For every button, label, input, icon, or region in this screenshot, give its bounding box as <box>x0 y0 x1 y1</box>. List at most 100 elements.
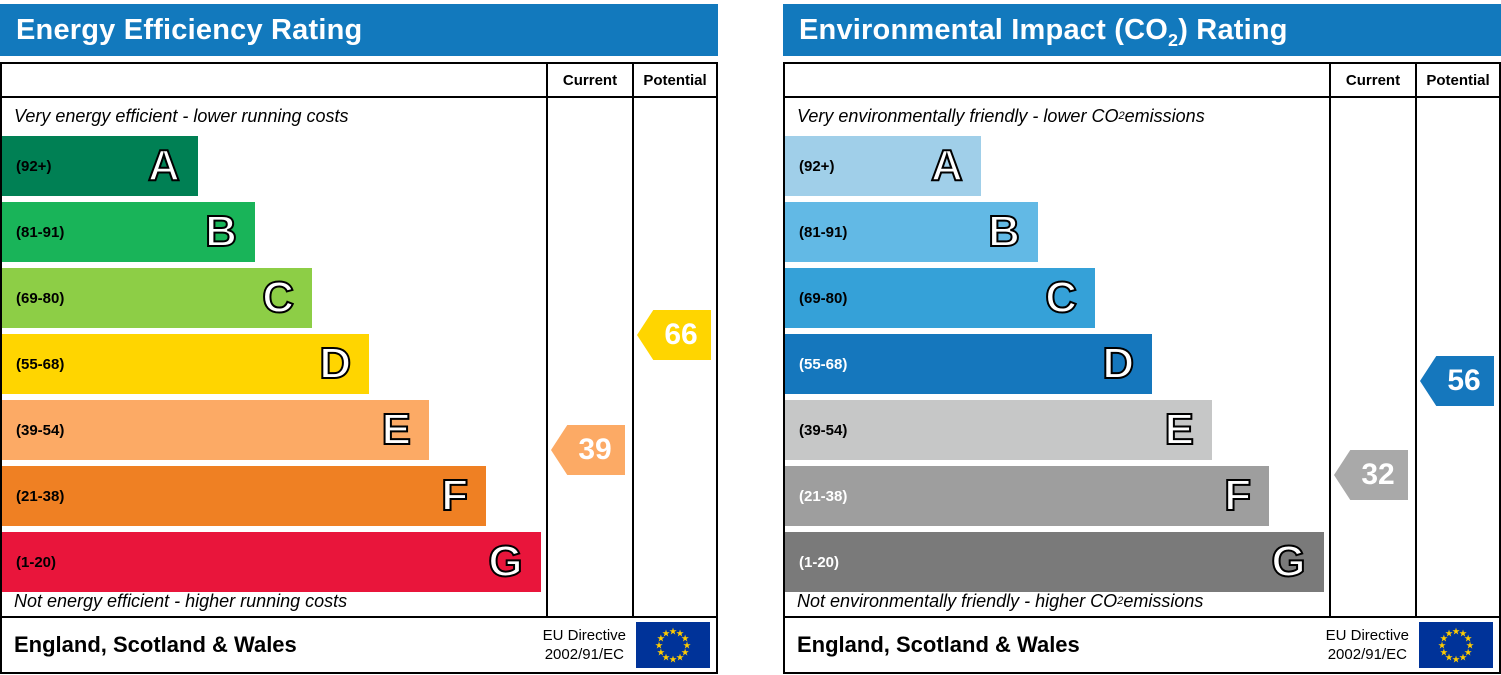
band-row-d: (55-68) D <box>785 334 1329 398</box>
svg-text:★: ★ <box>657 647 666 658</box>
potential-column: 66 <box>632 98 716 616</box>
band-list: (92+) A (81-91) B (69-80) C (55-68) D (39-54) E (2… <box>2 136 546 592</box>
band-bar: (92+) A <box>785 136 981 196</box>
band-letter: B <box>204 207 238 256</box>
band-range-label: (92+) <box>799 157 835 175</box>
band-range-label: (69-80) <box>16 289 65 307</box>
band-row-a: (92+) A <box>2 136 546 200</box>
svg-text:★: ★ <box>1459 653 1468 664</box>
band-range-label: (1-20) <box>799 553 840 571</box>
band-letter: B <box>987 207 1021 256</box>
epc-table: Current Potential Very environmentally f… <box>783 62 1501 674</box>
band-bar: (39-54) E <box>2 400 430 460</box>
svg-text:★: ★ <box>1438 640 1447 651</box>
current-column: 32 <box>1329 98 1415 616</box>
chart-title-text: Environmental Impact (CO <box>799 13 1168 46</box>
svg-text:★: ★ <box>676 628 685 639</box>
caption-text: emissions <box>1124 105 1205 126</box>
svg-text:★: ★ <box>1452 654 1461 665</box>
band-range-label: (55-68) <box>16 355 65 373</box>
svg-text:★: ★ <box>669 654 678 665</box>
eu-directive-label: EU Directive 2002/91/EC <box>1326 626 1409 665</box>
svg-text:★: ★ <box>1459 628 1468 639</box>
band-row-c: (69-80) C <box>785 268 1329 332</box>
band-letter: A <box>930 141 964 190</box>
band-row-d: (55-68) D <box>2 334 546 398</box>
potential-column-header: Potential <box>1415 64 1499 98</box>
eu-flag-icon: ★★★★★★★★★★★★ <box>636 622 710 668</box>
svg-text:★: ★ <box>1445 653 1454 664</box>
band-range-label: (39-54) <box>799 421 848 439</box>
chart-title-subscript: 2 <box>1167 29 1179 50</box>
band-row-g: (1-20) G <box>2 532 546 596</box>
table-footer: England, Scotland & Wales EU Directive 2… <box>2 616 716 672</box>
current-rating-pointer: 39 <box>551 425 625 475</box>
band-range-label: (21-38) <box>799 487 848 505</box>
band-letter: D <box>1101 339 1135 388</box>
band-range-label: (1-20) <box>16 553 57 571</box>
eu-directive-line: EU Directive <box>542 626 626 644</box>
band-letter: E <box>1164 405 1195 454</box>
band-range-label: (39-54) <box>16 421 65 439</box>
epc-table: Current Potential Very energy efficient … <box>0 62 718 674</box>
band-range-label: (69-80) <box>799 289 848 307</box>
band-bar: (21-38) F <box>785 466 1270 526</box>
band-row-b: (81-91) B <box>2 202 546 266</box>
chart-title: Environmental Impact (CO2) Rating <box>799 13 1288 50</box>
bands-area: Very energy efficient - lower running co… <box>2 98 546 616</box>
band-range-label: (55-68) <box>799 355 848 373</box>
eu-directive-line: 2002/91/EC <box>544 646 624 663</box>
band-letter: G <box>1270 537 1306 586</box>
band-letter: D <box>318 339 352 388</box>
band-list: (92+) A (81-91) B (69-80) C (55-68) D (39-54) E (2… <box>785 136 1329 592</box>
chart-title-text: ) Rating <box>1178 13 1288 46</box>
svg-text:★: ★ <box>1464 633 1473 644</box>
band-letter: C <box>261 273 295 322</box>
svg-text:★: ★ <box>1440 647 1449 658</box>
chart-title-bar: Environmental Impact (CO2) Rating <box>783 4 1501 56</box>
current-column: 39 <box>546 98 632 616</box>
top-caption: Very environmentally friendly - lower CO… <box>797 105 1205 126</box>
caption-text: Not environmentally friendly - higher CO <box>797 590 1118 611</box>
band-bar: (92+) A <box>2 136 198 196</box>
band-letter: G <box>487 537 523 586</box>
band-letter: C <box>1044 273 1078 322</box>
band-row-f: (21-38) F <box>785 466 1329 530</box>
band-bar: (55-68) D <box>785 334 1153 394</box>
potential-column: 56 <box>1415 98 1499 616</box>
band-range-label: (21-38) <box>16 487 65 505</box>
band-row-f: (21-38) F <box>2 466 546 530</box>
band-row-b: (81-91) B <box>785 202 1329 266</box>
region-label: England, Scotland & Wales <box>797 632 1080 657</box>
svg-text:★: ★ <box>1464 647 1473 658</box>
potential-rating-value: 66 <box>664 318 698 351</box>
band-letter: F <box>1223 471 1252 520</box>
table-header-blank <box>2 64 546 98</box>
svg-text:★: ★ <box>655 640 664 651</box>
potential-rating-pointer: 56 <box>1420 356 1494 406</box>
current-rating-value: 39 <box>578 433 612 466</box>
eu-flag-icon: ★★★★★★★★★★★★ <box>1419 622 1493 668</box>
caption-text: Very environmentally friendly - lower CO <box>797 105 1119 126</box>
band-row-a: (92+) A <box>785 136 1329 200</box>
band-bar: (1-20) G <box>785 532 1324 592</box>
band-bar: (55-68) D <box>2 334 370 394</box>
region-label: England, Scotland & Wales <box>14 632 297 657</box>
band-bar: (81-91) B <box>785 202 1038 262</box>
svg-text:★: ★ <box>1445 628 1454 639</box>
table-footer: England, Scotland & Wales EU Directive 2… <box>785 616 1499 672</box>
band-range-label: (81-91) <box>16 223 65 241</box>
caption-text: emissions <box>1123 590 1204 611</box>
band-row-e: (39-54) E <box>785 400 1329 464</box>
bottom-caption: Not environmentally friendly - higher CO… <box>797 590 1204 611</box>
band-range-label: (92+) <box>16 157 52 175</box>
band-row-c: (69-80) C <box>2 268 546 332</box>
potential-column-header: Potential <box>632 64 716 98</box>
band-bar: (39-54) E <box>785 400 1213 460</box>
band-bar: (81-91) B <box>2 202 255 262</box>
current-column-header: Current <box>1329 64 1415 98</box>
table-header-blank <box>785 64 1329 98</box>
bottom-caption: Not energy efficient - higher running co… <box>14 590 348 611</box>
svg-text:★: ★ <box>1452 626 1461 637</box>
